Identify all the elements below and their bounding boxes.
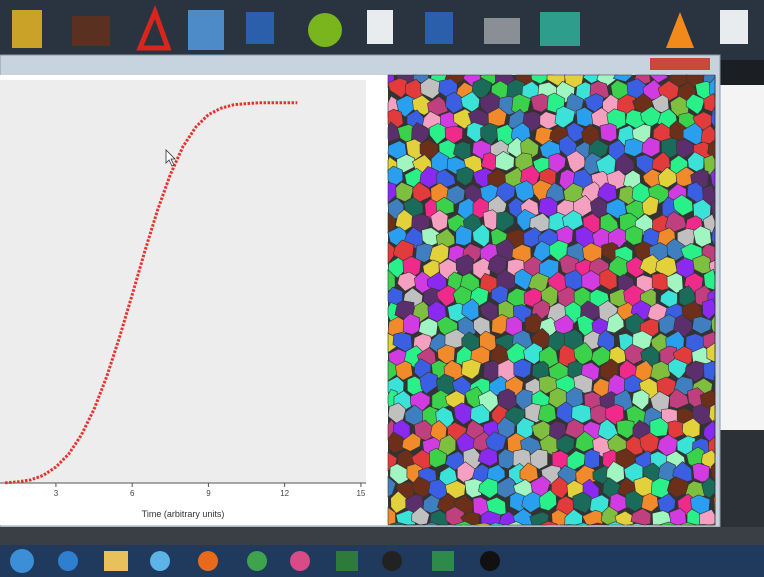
x-tick-label: 15 (356, 489, 365, 498)
icon[interactable] (188, 10, 224, 50)
icon[interactable] (540, 12, 580, 46)
taskbar-icon[interactable] (58, 551, 78, 571)
grain (538, 404, 556, 423)
taskbar-icon[interactable] (480, 551, 500, 571)
icon[interactable] (72, 16, 110, 46)
start-button[interactable] (10, 549, 34, 573)
taskbar-icon[interactable] (336, 551, 358, 571)
x-tick-label: 3 (54, 489, 59, 498)
taskbar-icon[interactable] (150, 551, 170, 571)
taskbar-icon[interactable] (104, 551, 128, 571)
taskbar-icon[interactable] (198, 551, 218, 571)
taskbar-icon[interactable] (247, 551, 267, 571)
icon[interactable] (12, 10, 42, 48)
icon[interactable] (720, 10, 748, 44)
x-axis-label: Time (arbitrary units) (142, 509, 225, 519)
icon[interactable] (308, 13, 342, 47)
screen: Time (arbitrary units) 3 6 9 12 15 (0, 0, 764, 577)
taskbar-icon[interactable] (382, 551, 402, 571)
page: {"chart_data": {"type": "line", "x_label… (0, 0, 764, 577)
x-tick-label: 9 (206, 489, 211, 498)
grain (514, 359, 532, 378)
grain (600, 123, 617, 141)
taskbar-icon[interactable] (290, 551, 310, 571)
system-tray (620, 555, 710, 567)
grain (584, 449, 599, 468)
x-tick-label: 6 (130, 489, 135, 498)
plot-area (0, 80, 366, 483)
taskbar-icon[interactable] (432, 551, 454, 571)
icon[interactable] (425, 12, 453, 44)
grain (652, 273, 669, 290)
icon[interactable] (246, 12, 274, 44)
icon[interactable] (484, 18, 520, 44)
icon[interactable] (367, 10, 393, 44)
x-tick-label: 12 (280, 489, 289, 498)
status-strip (0, 527, 764, 545)
close-button[interactable] (650, 58, 710, 70)
